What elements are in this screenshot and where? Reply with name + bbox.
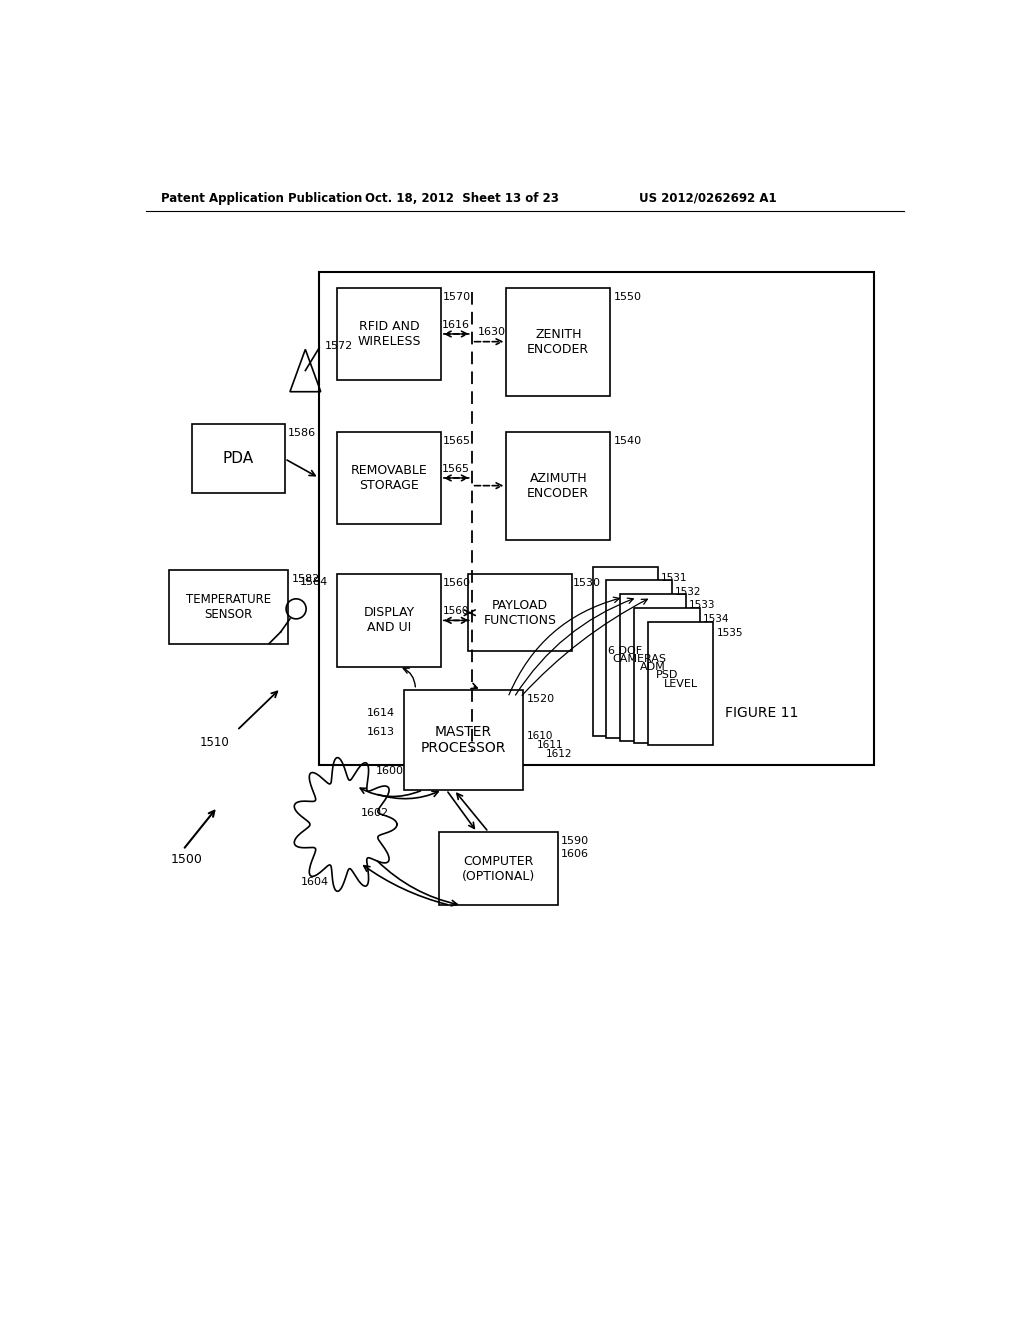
Bar bbox=[438, 832, 558, 906]
Text: PDA: PDA bbox=[223, 451, 254, 466]
Bar bbox=[169, 570, 289, 644]
Text: 1510: 1510 bbox=[200, 735, 229, 748]
Text: 1600: 1600 bbox=[376, 766, 403, 776]
Text: 1500: 1500 bbox=[171, 853, 203, 866]
Text: LEVEL: LEVEL bbox=[664, 678, 697, 689]
Bar bbox=[319, 272, 873, 766]
Bar bbox=[506, 432, 610, 540]
Text: 1565: 1565 bbox=[442, 463, 470, 474]
Text: 1614: 1614 bbox=[367, 708, 394, 718]
Text: DISPLAY
AND UI: DISPLAY AND UI bbox=[364, 606, 415, 635]
Text: 1611: 1611 bbox=[537, 741, 563, 750]
Text: 1610: 1610 bbox=[527, 731, 554, 741]
Text: 1531: 1531 bbox=[662, 573, 687, 582]
Bar bbox=[337, 432, 441, 524]
Text: AZIMUTH
ENCODER: AZIMUTH ENCODER bbox=[527, 471, 590, 500]
Text: 1532: 1532 bbox=[675, 586, 701, 597]
Text: 1550: 1550 bbox=[614, 292, 642, 301]
Text: 1520: 1520 bbox=[526, 693, 554, 704]
Text: 1612: 1612 bbox=[546, 750, 572, 759]
Text: Oct. 18, 2012  Sheet 13 of 23: Oct. 18, 2012 Sheet 13 of 23 bbox=[365, 191, 559, 205]
Text: 1534: 1534 bbox=[702, 614, 729, 624]
Text: 1602: 1602 bbox=[360, 808, 388, 818]
Bar bbox=[337, 574, 441, 667]
Text: 1570: 1570 bbox=[442, 292, 471, 301]
Text: 1530: 1530 bbox=[573, 578, 601, 587]
Text: 1535: 1535 bbox=[717, 628, 743, 638]
Text: 1565: 1565 bbox=[442, 436, 470, 446]
Text: PAYLOAD
FUNCTIONS: PAYLOAD FUNCTIONS bbox=[483, 599, 556, 627]
Text: PSD: PSD bbox=[655, 671, 678, 680]
Text: MASTER
PROCESSOR: MASTER PROCESSOR bbox=[421, 725, 506, 755]
Text: FIGURE 11: FIGURE 11 bbox=[725, 706, 799, 719]
Bar bbox=[468, 574, 571, 651]
Text: 6 DOF: 6 DOF bbox=[608, 647, 642, 656]
Text: 1613: 1613 bbox=[367, 727, 394, 737]
Bar bbox=[606, 581, 672, 738]
Text: US 2012/0262692 A1: US 2012/0262692 A1 bbox=[639, 191, 776, 205]
Text: 1630: 1630 bbox=[478, 327, 506, 338]
Text: REMOVABLE
STORAGE: REMOVABLE STORAGE bbox=[350, 463, 427, 492]
Text: 1584: 1584 bbox=[300, 577, 329, 587]
Bar bbox=[337, 288, 441, 380]
Text: TEMPERATURE
SENSOR: TEMPERATURE SENSOR bbox=[186, 593, 271, 620]
Bar bbox=[621, 594, 686, 741]
Text: 1540: 1540 bbox=[614, 436, 642, 446]
Text: Patent Application Publication: Patent Application Publication bbox=[162, 191, 362, 205]
Text: 1533: 1533 bbox=[689, 601, 716, 610]
Bar bbox=[193, 424, 285, 494]
Bar bbox=[403, 689, 523, 789]
Bar bbox=[506, 288, 610, 396]
Text: 1560: 1560 bbox=[442, 606, 469, 616]
Bar bbox=[634, 609, 699, 743]
Text: COMPUTER
(OPTIONAL): COMPUTER (OPTIONAL) bbox=[462, 855, 535, 883]
Text: 1560: 1560 bbox=[442, 578, 470, 587]
Bar bbox=[593, 566, 658, 737]
Text: 1582: 1582 bbox=[292, 574, 319, 585]
Text: 1606: 1606 bbox=[561, 849, 589, 859]
Text: 1616: 1616 bbox=[442, 319, 470, 330]
Text: ZENITH
ENCODER: ZENITH ENCODER bbox=[527, 327, 590, 355]
Text: 1590: 1590 bbox=[561, 836, 589, 846]
Text: ADM: ADM bbox=[640, 663, 666, 672]
Bar bbox=[648, 622, 714, 744]
Text: CAMERAS: CAMERAS bbox=[612, 655, 667, 664]
Text: 1586: 1586 bbox=[288, 428, 315, 438]
Text: 1572: 1572 bbox=[325, 341, 353, 351]
Text: RFID AND
WIRELESS: RFID AND WIRELESS bbox=[357, 319, 421, 348]
Text: 1604: 1604 bbox=[301, 878, 330, 887]
